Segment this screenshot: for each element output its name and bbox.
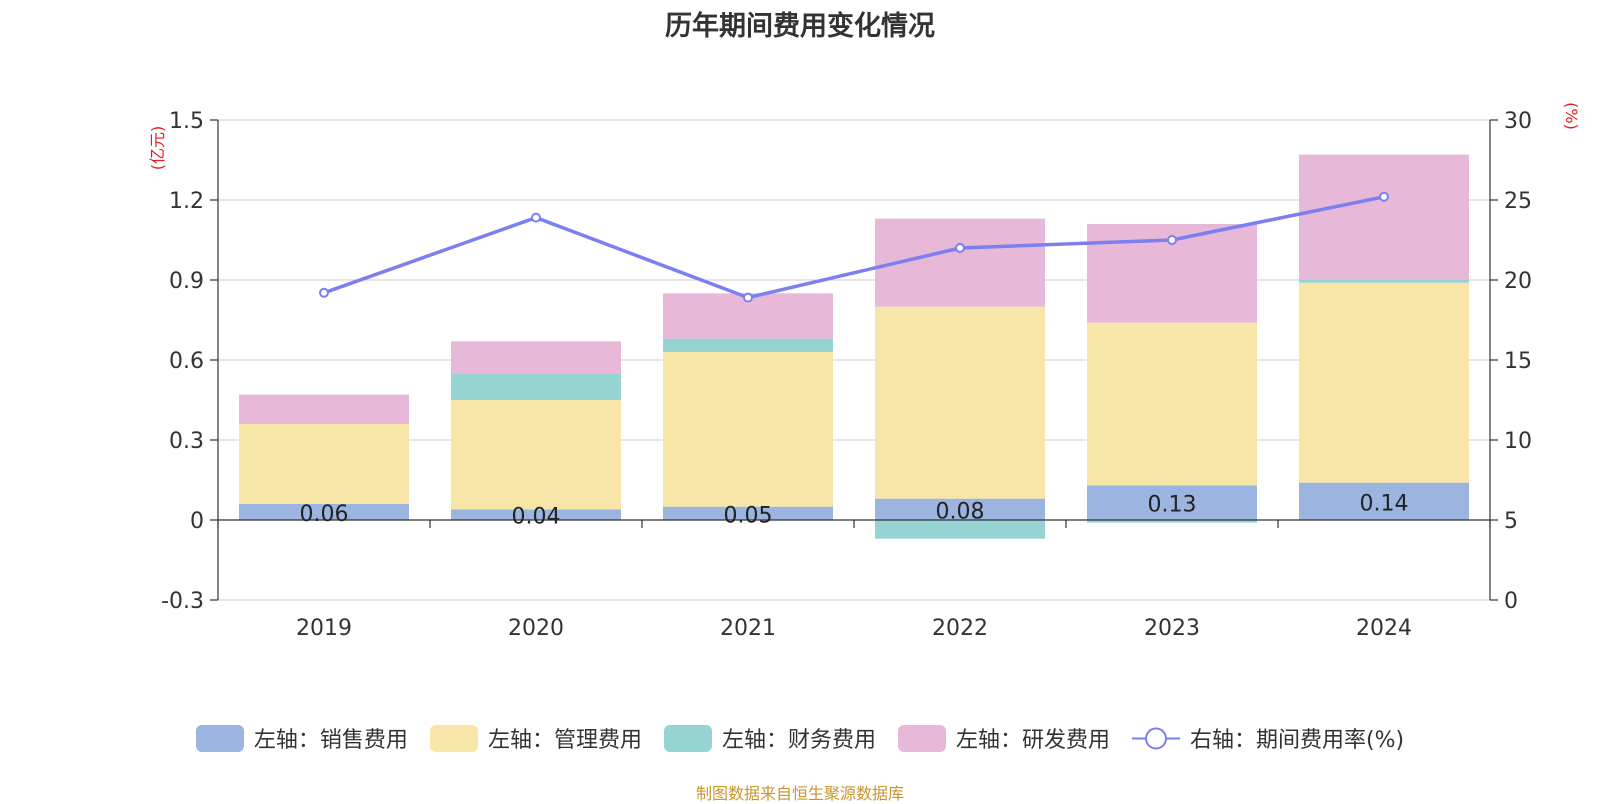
rate-line-path	[323, 195, 1385, 300]
data-label: 0.14	[1360, 491, 1409, 516]
legend-item[interactable]: 左轴：研发费用	[897, 722, 1110, 754]
bar-2024	[1299, 280, 1469, 283]
bar-2021	[663, 506, 833, 520]
bar-2022	[875, 306, 1045, 499]
right-axis-tick-label: 0	[1504, 589, 1518, 614]
chart-title: 历年期间费用变化情况	[665, 11, 935, 42]
rate-line	[319, 191, 1389, 303]
left-axis-tick-label: 0.3	[169, 429, 204, 454]
bar-2024	[1299, 282, 1469, 483]
x-axis-label: 2020	[508, 616, 564, 641]
left-axis-tick-label: 0	[190, 509, 204, 534]
x-axis-label: 2022	[932, 616, 988, 641]
legend-item[interactable]: 右轴：期间费用率(%)	[1131, 722, 1405, 754]
axes: -0.3 0 0.3 0.6 0.9 1.2 1.5 0 5 10 15 20 25 30 (亿元) (%) 2…	[148, 102, 1581, 641]
left-axis-tick-label: 1.5	[169, 109, 204, 134]
legend-label: 左轴：财务费用	[721, 728, 876, 753]
legend: 左轴：销售费用 左轴：管理费用 左轴：财务费用 左轴：研发费用 右轴：期间费用率(%)	[0, 720, 1600, 756]
rate-point	[1167, 235, 1177, 245]
left-axis-unit: (亿元)	[148, 126, 167, 171]
right-axis-tick-label: 30	[1504, 109, 1532, 134]
source-note: 制图数据来自恒生聚源数据库	[695, 784, 904, 803]
legend-swatch	[897, 724, 946, 752]
right-axis-tick-label: 15	[1504, 349, 1532, 374]
x-axis-label: 2019	[296, 616, 352, 641]
legend-item[interactable]: 左轴：销售费用	[195, 722, 408, 754]
bar-2019	[239, 394, 409, 424]
rate-point	[319, 287, 329, 298]
data-label: 0.04	[512, 505, 561, 530]
bar-2021	[663, 352, 833, 507]
bar-2022	[875, 498, 1045, 520]
legend-item[interactable]: 左轴：管理费用	[429, 722, 642, 754]
x-axis-label: 2021	[720, 616, 776, 641]
left-axis-tick-label: 0.9	[169, 269, 204, 294]
bar-2019	[239, 424, 409, 504]
right-axis-tick-label: 5	[1504, 509, 1518, 534]
bar-2022	[875, 520, 1045, 539]
x-axis-label: 2024	[1356, 616, 1412, 641]
bar-2020	[451, 400, 621, 510]
rate-point	[1379, 191, 1389, 202]
right-axis-tick-label: 25	[1504, 189, 1532, 214]
rate-point	[743, 292, 753, 303]
legend-item[interactable]: 左轴：财务费用	[663, 722, 876, 754]
legend-label: 左轴：销售费用	[253, 728, 408, 753]
left-axis-tick-label: -0.3	[161, 589, 204, 614]
grid-lines	[218, 119, 1490, 601]
data-label: 0.13	[1148, 493, 1197, 518]
data-label: 0.08	[936, 499, 985, 524]
bar-2023	[1087, 322, 1257, 486]
rate-point	[531, 212, 541, 223]
right-axis-tick-label: 20	[1504, 269, 1532, 294]
bar-2020	[451, 373, 621, 400]
data-labels: 0.06 0.04 0.05 0.08 0.13 0.14	[300, 491, 1409, 529]
bar-2020	[451, 341, 621, 374]
chart: -0.3 0 0.3 0.6 0.9 1.2 1.5 0 5 10 15 20 25 30 (亿元) (%) 2…	[148, 102, 1581, 641]
bar-2024	[1299, 154, 1469, 280]
bars	[239, 154, 1469, 539]
right-axis-unit: (%)	[1562, 102, 1581, 130]
right-axis-tick-label: 10	[1504, 429, 1532, 454]
bar-2024	[1299, 482, 1469, 520]
bar-2020	[451, 509, 621, 520]
bar-2023	[1087, 520, 1257, 523]
legend-swatch	[195, 724, 244, 752]
legend-swatch	[663, 724, 712, 752]
bar-2019	[239, 504, 409, 520]
legend-swatch	[429, 724, 478, 752]
legend-label: 左轴：管理费用	[487, 728, 642, 753]
legend-label: 右轴：期间费用率(%)	[1189, 728, 1405, 753]
legend-marker	[1144, 727, 1167, 749]
rate-point	[955, 243, 965, 253]
data-label: 0.06	[300, 502, 349, 527]
data-label: 0.05	[724, 503, 773, 528]
legend-label: 左轴：研发费用	[955, 728, 1110, 753]
bar-2021	[663, 338, 833, 352]
legend-line-swatch	[1131, 727, 1180, 749]
left-axis-tick-label: 0.6	[169, 349, 204, 374]
left-axis-tick-label: 1.2	[169, 189, 204, 214]
bar-2023	[1087, 485, 1257, 520]
x-axis-label: 2023	[1144, 616, 1200, 641]
